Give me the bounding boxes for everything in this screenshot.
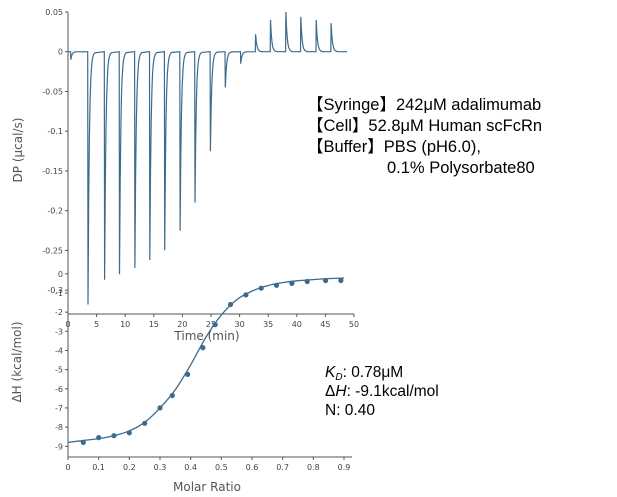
cell-condition: 【Cell】52.8μM Human scFcRn <box>307 117 543 135</box>
isotherm-y-tick-label: -6 <box>55 385 63 394</box>
isotherm-data-points <box>80 277 344 445</box>
isotherm-point <box>323 277 329 284</box>
kd-symbol: K <box>325 364 336 381</box>
isotherm-y-axis-title: ΔH (kcal/mol) <box>10 321 24 402</box>
isotherm-x-tick-label: 0.5 <box>215 463 228 472</box>
thermogram-y-tick-label: -0.2 <box>47 207 63 216</box>
isotherm-point <box>338 277 344 284</box>
isotherm-x-axis-title: Molar Ratio <box>173 480 241 494</box>
thermogram-x-tick-label: 35 <box>263 320 273 329</box>
thermogram-x-tick-label: 10 <box>120 320 130 329</box>
thermogram-x-tick-label: 50 <box>349 320 359 329</box>
isotherm-point <box>243 292 249 298</box>
isotherm-panel: 0-1-2-3-4-5-6-7-8-9 0 0.1 0.2 0.3 0.4 0.5 0.6 0… <box>10 265 352 494</box>
isotherm-y-tick-label: -7 <box>55 404 63 413</box>
fit-results-block: KD: 0.78μM ΔH: -9.1kcal/mol N: 0.40 <box>325 363 439 420</box>
thermogram-y-tick-label: 0 <box>58 48 63 57</box>
thermogram-y-tick-label: 0.05 <box>45 8 63 17</box>
dh-prefix: Δ <box>325 383 336 400</box>
isotherm-point <box>304 278 310 285</box>
thermogram-y-axis-title: DP (μcal/s) <box>11 118 25 183</box>
isotherm-y-tick-label: 0 <box>58 270 63 279</box>
isotherm-point <box>96 435 102 441</box>
isotherm-fit-curve <box>67 277 345 444</box>
kd-subscript: D <box>335 372 343 383</box>
isotherm-y-tick-label: -5 <box>55 366 63 375</box>
isotherm-point <box>273 282 280 288</box>
buffer-condition: 【Buffer】PBS (pH6.0), <box>307 138 481 156</box>
thermogram-trace <box>68 11 348 305</box>
isotherm-y-tick-label: -4 <box>55 346 63 355</box>
n-result: N: 0.40 <box>325 402 375 419</box>
dh-symbol: H <box>335 383 347 400</box>
isotherm-x-tick-label: 0.7 <box>276 463 289 472</box>
isotherm-y-tick-label: -9 <box>55 442 63 451</box>
isotherm-x-tick-label: 0.3 <box>154 463 167 472</box>
kd-result: KD: 0.78μM <box>325 363 439 383</box>
thermogram-x-tick-label: 20 <box>177 320 187 329</box>
isotherm-x-tick-label: 0.1 <box>92 463 105 472</box>
thermogram-x-tick-label: 40 <box>292 320 302 329</box>
buffer-condition-2: 0.1% Polysorbate80 <box>387 159 535 177</box>
thermogram-x-tick-label: 30 <box>235 320 245 329</box>
thermogram-y-tick-label: -0.05 <box>42 87 63 96</box>
isotherm-point <box>200 345 206 351</box>
isotherm-x-ticks: 0 0.1 0.2 0.3 0.4 0.5 0.6 0.7 0.8 0.9 <box>65 457 350 472</box>
isotherm-y-tick-label: -1 <box>55 289 63 298</box>
isotherm-x-tick-label: 0.2 <box>123 463 136 472</box>
isotherm-point <box>126 430 132 436</box>
isotherm-y-ticks: 0 -1 -2 -3 -4 -5 -6 -7 -8 -9 <box>55 270 68 451</box>
isotherm-point <box>227 301 234 308</box>
thermogram-y-tick-label: -0.15 <box>42 167 63 176</box>
isotherm-point <box>185 371 191 377</box>
kd-value: : 0.78μM <box>342 364 404 381</box>
isotherm-x-tick-label: 0.9 <box>338 463 351 472</box>
isotherm-y-tick-label: -8 <box>55 423 63 432</box>
isotherm-y-tick-label: -2 <box>55 308 63 317</box>
isotherm-x-tick-label: 0.6 <box>246 463 259 472</box>
isotherm-y-tick-label: -3 <box>55 327 63 336</box>
thermogram-x-tick-label: 15 <box>149 320 159 329</box>
isotherm-point <box>111 433 117 439</box>
isotherm-x-tick-label: 0.4 <box>184 463 197 472</box>
isotherm-point <box>289 280 295 286</box>
isotherm-point <box>157 405 163 411</box>
syringe-condition: 【Syringe】242μM adalimumab <box>307 96 542 114</box>
dh-result: ΔH: -9.1kcal/mol <box>325 382 439 401</box>
thermogram-x-tick-label: 5 <box>94 320 99 329</box>
isotherm-x-tick-label: 0 <box>65 463 70 472</box>
isotherm-point <box>258 285 264 291</box>
thermogram-y-ticks: 0.05 0 -0.05 -0.1 -0.15 -0.2 -0.25 -0.3 <box>42 8 68 295</box>
isotherm-point <box>169 392 175 399</box>
isotherm-x-tick-label: 0.8 <box>307 463 320 472</box>
isotherm-point <box>142 420 148 426</box>
thermogram-x-tick-label: 45 <box>320 320 330 329</box>
isotherm-point <box>212 322 218 328</box>
thermogram-y-tick-label: -0.1 <box>47 127 63 136</box>
thermogram-y-tick-label: -0.3 <box>47 286 63 295</box>
dh-value: : -9.1kcal/mol <box>346 383 439 400</box>
thermogram-y-tick-label: -0.25 <box>42 246 63 255</box>
conditions-block: 【Syringe】242μM adalimumab 【Cell】52.8μM H… <box>307 95 542 179</box>
thermogram-x-tick-label: 25 <box>206 320 216 329</box>
isotherm-point <box>80 439 86 445</box>
